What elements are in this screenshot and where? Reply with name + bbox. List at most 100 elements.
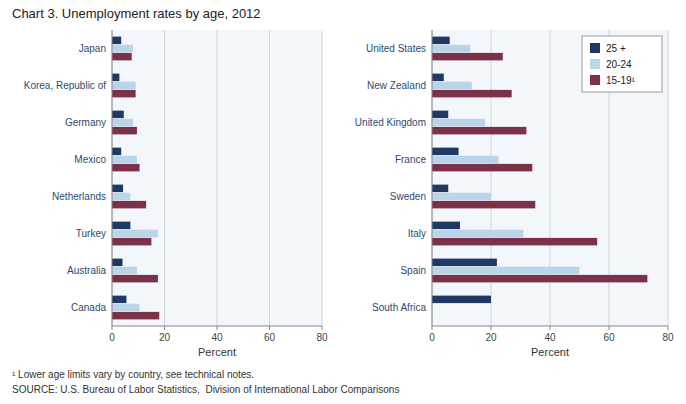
x-axis-line xyxy=(112,326,322,327)
bar xyxy=(432,296,491,303)
bar xyxy=(432,53,503,60)
bar xyxy=(112,90,136,97)
legend-swatch xyxy=(590,43,600,53)
x-tick-label: 40 xyxy=(544,332,556,343)
bar xyxy=(432,127,526,134)
bar xyxy=(432,37,450,44)
bar xyxy=(432,90,512,97)
bar xyxy=(112,53,132,60)
x-tick-label: 20 xyxy=(159,332,171,343)
bar xyxy=(432,267,580,274)
legend-label: 20-24 xyxy=(606,59,632,70)
plot: 0 20 40 60 80 Percent United States New Zealand… xyxy=(355,30,674,358)
x-tick-label: 20 xyxy=(485,332,497,343)
y-tick-label: South Africa xyxy=(372,302,426,313)
bar xyxy=(432,148,459,155)
y-tick-label: United Kingdom xyxy=(355,117,426,128)
x-tick-label: 60 xyxy=(603,332,615,343)
y-tick-label: Germany xyxy=(65,117,106,128)
y-tick-label: New Zealand xyxy=(367,80,426,91)
x-axis-line xyxy=(432,326,668,327)
y-tick-label: Mexico xyxy=(74,154,106,165)
bar xyxy=(112,111,124,118)
grid-line xyxy=(668,30,669,326)
bar xyxy=(112,45,133,52)
legend-frame xyxy=(582,36,662,92)
bar xyxy=(432,119,485,126)
tick-mark xyxy=(269,326,270,330)
tick-mark xyxy=(322,326,323,330)
bar xyxy=(432,222,460,229)
bar xyxy=(112,312,159,319)
y-tick-label: United States xyxy=(366,43,426,54)
grid-line xyxy=(432,30,433,326)
grid-line xyxy=(164,30,165,326)
tick-mark xyxy=(164,326,165,330)
bar xyxy=(432,193,491,200)
bar xyxy=(112,127,137,134)
bar xyxy=(112,222,130,229)
x-tick-label: 80 xyxy=(662,332,674,343)
bar xyxy=(112,82,136,89)
bar xyxy=(112,185,123,192)
bar xyxy=(112,37,121,44)
y-tick-label: Japan xyxy=(79,43,106,54)
x-tick-label: 60 xyxy=(264,332,276,343)
y-tick-label: Canada xyxy=(71,302,106,313)
bar xyxy=(112,201,146,208)
bar xyxy=(432,201,535,208)
grid-line xyxy=(269,30,270,326)
tick-mark xyxy=(609,326,610,330)
grid-line xyxy=(112,30,113,326)
plot-area xyxy=(432,30,668,326)
y-tick-label: Netherlands xyxy=(52,191,106,202)
bars xyxy=(112,37,159,320)
annotation: ¹ Lower age limits vary by country, see … xyxy=(12,369,254,380)
x-tick-label: 0 xyxy=(429,332,435,343)
bar xyxy=(112,74,119,81)
bar xyxy=(112,267,137,274)
x-tick-label: 80 xyxy=(316,332,328,343)
legend-label: 15-19¹ xyxy=(606,75,636,86)
y-axis-line xyxy=(112,30,113,326)
bar xyxy=(432,111,448,118)
y-tick-label: Italy xyxy=(408,228,426,239)
y-tick-label: France xyxy=(395,154,427,165)
tick-mark xyxy=(550,326,551,330)
tick-mark xyxy=(491,326,492,330)
bar xyxy=(432,275,647,282)
grid-line xyxy=(217,30,218,326)
x-axis-label: Percent xyxy=(531,346,569,358)
bar xyxy=(112,238,151,245)
bar xyxy=(432,156,498,163)
chart-title: Chart 3. Unemployment rates by age, 2012 xyxy=(12,6,261,21)
bar xyxy=(432,164,532,171)
legend-label: 25 + xyxy=(606,43,626,54)
legend: 25 + 20-24 15-19¹ xyxy=(582,36,662,92)
bar xyxy=(112,259,123,266)
legend-swatch xyxy=(590,75,600,85)
bar xyxy=(112,193,130,200)
bar xyxy=(432,230,523,237)
bars xyxy=(432,37,647,303)
bar xyxy=(432,82,472,89)
bar xyxy=(432,185,448,192)
bar xyxy=(112,156,137,163)
bar xyxy=(432,45,470,52)
y-tick-label: Korea, Republic of xyxy=(24,80,106,91)
bar xyxy=(112,164,140,171)
plot: 020406080PercentJapanKorea, Republic ofG… xyxy=(24,30,328,358)
bar xyxy=(112,148,121,155)
bar xyxy=(112,275,158,282)
bar xyxy=(112,119,133,126)
tick-mark xyxy=(112,326,113,330)
bar xyxy=(432,259,497,266)
legend-swatch xyxy=(590,59,600,69)
bar xyxy=(112,230,158,237)
annotation: SOURCE: U.S. Bureau of Labor Statistics,… xyxy=(12,384,399,395)
y-tick-label: Spain xyxy=(400,265,426,276)
bar xyxy=(112,304,140,311)
y-tick-label: Turkey xyxy=(76,228,106,239)
background xyxy=(0,0,686,404)
bar xyxy=(432,238,597,245)
